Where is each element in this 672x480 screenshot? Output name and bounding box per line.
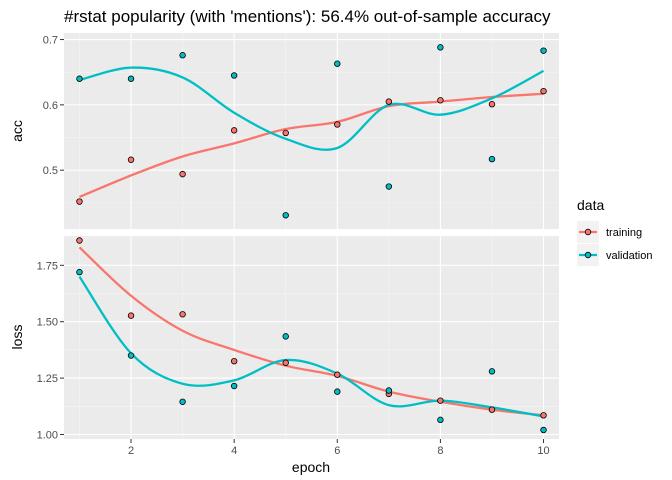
x-tick-label: 2	[128, 445, 134, 457]
x-tick-label: 6	[334, 445, 340, 457]
x-tick-label: 10	[537, 445, 549, 457]
legend: data training validation	[577, 197, 652, 266]
legend-key-validation-point	[584, 251, 592, 259]
point-validation	[76, 75, 83, 82]
panel-loss-y-label: loss	[9, 325, 25, 350]
point-training	[540, 87, 547, 95]
smooth-line-validation	[79, 66, 545, 151]
point-validation	[127, 75, 135, 82]
y-tick-label: 1.25	[37, 373, 58, 385]
point-training	[488, 101, 496, 108]
y-tick-label: 0.7	[43, 35, 58, 47]
legend-item-validation: validation	[577, 244, 652, 266]
point-validation	[127, 352, 135, 359]
y-tick-label: 1.50	[37, 317, 58, 329]
point-validation	[334, 60, 341, 67]
point-training	[334, 371, 341, 378]
legend-item-training: training	[577, 221, 642, 243]
point-validation	[488, 368, 496, 375]
panel-loss-y-ticks: 1.00 1.25 1.50 1.75	[37, 260, 64, 441]
point-training	[282, 129, 289, 137]
point-training	[437, 397, 444, 404]
point-training	[385, 98, 393, 105]
point-training	[230, 357, 238, 365]
point-training	[76, 237, 83, 244]
chart-title: #rstat popularity (with 'mentions'): 56.…	[64, 7, 551, 26]
x-axis-title: epoch	[292, 459, 330, 475]
point-validation	[437, 44, 444, 51]
point-training	[437, 97, 444, 104]
smooth-line-training	[79, 92, 544, 199]
legend-title: data	[577, 197, 604, 213]
smooth-line-training	[78, 246, 544, 417]
y-tick-label: 0.6	[43, 100, 58, 112]
point-validation	[230, 72, 238, 79]
point-training	[127, 156, 135, 163]
point-training	[230, 127, 238, 134]
point-validation	[385, 387, 393, 394]
x-tick-label: 8	[437, 445, 443, 457]
point-validation	[76, 268, 83, 276]
point-training	[540, 412, 547, 419]
y-tick-label: 1.75	[37, 260, 58, 272]
panel-loss-lines	[78, 246, 544, 418]
y-tick-label: 1.00	[37, 429, 58, 441]
panel-acc-background	[64, 33, 559, 229]
point-training	[76, 198, 83, 205]
panel-loss-points	[76, 237, 547, 434]
point-validation	[488, 155, 496, 163]
legend-label-training: training	[606, 227, 642, 239]
point-training	[179, 311, 186, 318]
smooth-line-validation	[78, 275, 544, 418]
panel-acc-y-ticks: 0.5 0.6 0.7	[43, 35, 64, 177]
panel-acc-lines	[79, 66, 545, 199]
point-validation	[540, 426, 547, 434]
point-validation	[540, 47, 547, 54]
point-validation	[334, 388, 341, 395]
x-tick-label: 4	[231, 445, 237, 457]
panel-loss: 1.00 1.25 1.50 1.75 loss	[9, 236, 559, 441]
point-training	[282, 359, 289, 366]
panel-acc: 0.5 0.6 0.7 acc	[9, 33, 559, 229]
point-training	[127, 312, 135, 319]
point-validation	[179, 398, 186, 405]
point-validation	[179, 52, 186, 59]
legend-label-validation: validation	[606, 250, 652, 262]
point-training	[334, 121, 341, 128]
x-axis-ticks: 2 4 6 8 10	[128, 439, 550, 457]
point-validation	[282, 212, 289, 219]
legend-key-training-point	[584, 228, 592, 236]
point-validation	[230, 382, 238, 390]
panel-acc-points	[76, 44, 547, 219]
point-validation	[385, 183, 393, 190]
point-training	[488, 406, 496, 413]
panel-acc-y-label: acc	[9, 120, 25, 142]
point-validation	[282, 333, 289, 340]
y-tick-label: 0.5	[43, 165, 58, 177]
point-validation	[437, 416, 444, 424]
point-training	[179, 170, 186, 178]
